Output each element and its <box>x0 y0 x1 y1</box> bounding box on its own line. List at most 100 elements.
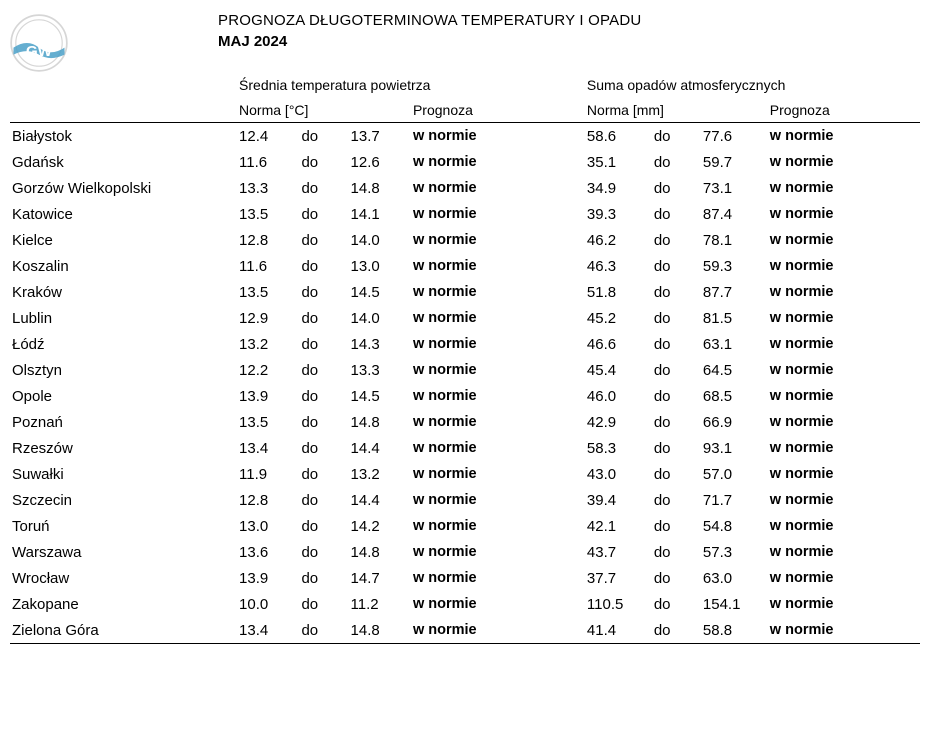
precip-norm-hi: 77.6 <box>697 123 764 150</box>
range-word: do <box>648 383 697 409</box>
city-cell: Szczecin <box>10 487 233 513</box>
city-cell: Opole <box>10 383 233 409</box>
temp-norm-lo: 11.6 <box>233 149 295 175</box>
precip-norm-lo: 46.0 <box>581 383 648 409</box>
col-norma-precip: Norma [mm] <box>581 97 764 123</box>
precip-norm-hi: 66.9 <box>697 409 764 435</box>
temp-norm-hi: 14.5 <box>345 383 407 409</box>
range-word: do <box>648 539 697 565</box>
table-row: Gdańsk11.6do12.6w normie35.1do59.7w norm… <box>10 149 920 175</box>
section-temperature: Średnia temperatura powietrza <box>233 72 563 97</box>
temp-norm-lo: 12.8 <box>233 487 295 513</box>
temp-norm-lo: 13.4 <box>233 617 295 644</box>
logo-text-top: IM <box>31 28 48 45</box>
city-cell: Łódź <box>10 331 233 357</box>
precip-norm-lo: 45.4 <box>581 357 648 383</box>
range-word: do <box>648 305 697 331</box>
section-precipitation: Suma opadów atmosferycznych <box>581 72 920 97</box>
temp-norm-lo: 12.8 <box>233 227 295 253</box>
temp-norm-lo: 12.9 <box>233 305 295 331</box>
title-block: PROGNOZA DŁUGOTERMINOWA TEMPERATURY I OP… <box>218 10 641 60</box>
temp-norm-hi: 14.1 <box>345 201 407 227</box>
temp-forecast: w normie <box>407 253 563 279</box>
city-cell: Lublin <box>10 305 233 331</box>
temp-norm-hi: 14.8 <box>345 409 407 435</box>
precip-norm-lo: 43.7 <box>581 539 648 565</box>
temp-forecast: w normie <box>407 435 563 461</box>
table-head: Średnia temperatura powietrza Suma opadó… <box>10 72 920 123</box>
temp-norm-hi: 14.8 <box>345 175 407 201</box>
temp-forecast: w normie <box>407 591 563 617</box>
temp-forecast: w normie <box>407 487 563 513</box>
precip-forecast: w normie <box>764 435 920 461</box>
temp-forecast: w normie <box>407 279 563 305</box>
precip-norm-lo: 46.2 <box>581 227 648 253</box>
temp-norm-lo: 12.2 <box>233 357 295 383</box>
precip-norm-lo: 45.2 <box>581 305 648 331</box>
precip-forecast: w normie <box>764 201 920 227</box>
range-word: do <box>648 331 697 357</box>
temp-norm-lo: 13.4 <box>233 435 295 461</box>
temp-norm-lo: 11.6 <box>233 253 295 279</box>
precip-forecast: w normie <box>764 461 920 487</box>
city-cell: Zakopane <box>10 591 233 617</box>
precip-forecast: w normie <box>764 175 920 201</box>
temp-forecast: w normie <box>407 149 563 175</box>
range-word: do <box>295 565 344 591</box>
section-header-row: Średnia temperatura powietrza Suma opadó… <box>10 72 920 97</box>
temp-norm-hi: 14.5 <box>345 279 407 305</box>
precip-forecast: w normie <box>764 279 920 305</box>
temp-norm-lo: 13.5 <box>233 409 295 435</box>
city-cell: Toruń <box>10 513 233 539</box>
range-word: do <box>648 565 697 591</box>
table-row: Toruń13.0do14.2w normie42.1do54.8w normi… <box>10 513 920 539</box>
table-row: Warszawa13.6do14.8w normie43.7do57.3w no… <box>10 539 920 565</box>
temp-norm-lo: 13.9 <box>233 565 295 591</box>
precip-forecast: w normie <box>764 331 920 357</box>
precip-norm-hi: 57.0 <box>697 461 764 487</box>
precip-forecast: w normie <box>764 513 920 539</box>
range-word: do <box>648 149 697 175</box>
table-row: Rzeszów13.4do14.4w normie58.3do93.1w nor… <box>10 435 920 461</box>
city-cell: Katowice <box>10 201 233 227</box>
precip-norm-hi: 87.4 <box>697 201 764 227</box>
range-word: do <box>295 201 344 227</box>
table-row: Katowice13.5do14.1w normie39.3do87.4w no… <box>10 201 920 227</box>
table-row: Zakopane10.0do11.2w normie110.5do154.1w … <box>10 591 920 617</box>
range-word: do <box>648 175 697 201</box>
temp-forecast: w normie <box>407 331 563 357</box>
precip-norm-hi: 87.7 <box>697 279 764 305</box>
table-row: Suwałki11.9do13.2w normie43.0do57.0w nor… <box>10 461 920 487</box>
logo-text-bot: GW <box>26 43 53 60</box>
city-cell: Gorzów Wielkopolski <box>10 175 233 201</box>
precip-norm-lo: 110.5 <box>581 591 648 617</box>
precip-norm-lo: 39.4 <box>581 487 648 513</box>
temp-norm-lo: 13.6 <box>233 539 295 565</box>
range-word: do <box>295 591 344 617</box>
city-cell: Olsztyn <box>10 357 233 383</box>
temp-norm-hi: 14.8 <box>345 617 407 644</box>
precip-norm-hi: 59.3 <box>697 253 764 279</box>
table-row: Opole13.9do14.5w normie46.0do68.5w normi… <box>10 383 920 409</box>
precip-forecast: w normie <box>764 383 920 409</box>
temp-norm-lo: 10.0 <box>233 591 295 617</box>
temp-norm-lo: 13.9 <box>233 383 295 409</box>
table-row: Kielce12.8do14.0w normie46.2do78.1w norm… <box>10 227 920 253</box>
range-word: do <box>648 435 697 461</box>
city-cell: Warszawa <box>10 539 233 565</box>
city-cell: Zielona Góra <box>10 617 233 644</box>
col-prognoza-temp: Prognoza <box>407 97 563 123</box>
table-row: Lublin12.9do14.0w normie45.2do81.5w norm… <box>10 305 920 331</box>
range-word: do <box>648 279 697 305</box>
precip-norm-lo: 42.1 <box>581 513 648 539</box>
precip-norm-hi: 81.5 <box>697 305 764 331</box>
range-word: do <box>295 461 344 487</box>
range-word: do <box>295 123 344 150</box>
table-row: Zielona Góra13.4do14.8w normie41.4do58.8… <box>10 617 920 644</box>
precip-norm-lo: 58.3 <box>581 435 648 461</box>
table-row: Wrocław13.9do14.7w normie37.7do63.0w nor… <box>10 565 920 591</box>
temp-forecast: w normie <box>407 123 563 150</box>
temp-norm-hi: 12.6 <box>345 149 407 175</box>
temp-norm-hi: 14.4 <box>345 487 407 513</box>
precip-forecast: w normie <box>764 539 920 565</box>
